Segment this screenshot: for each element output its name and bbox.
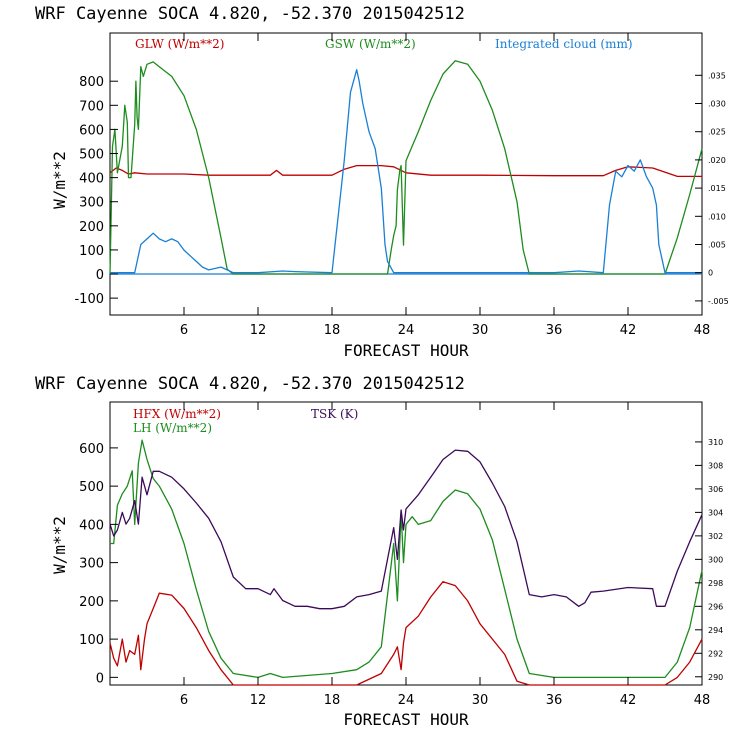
legend-glw: GLW (W/m**2) [135, 37, 224, 51]
x-ticks: 6 12 18 24 30 36 42 48 [180, 33, 710, 338]
series-line-tsk [109, 449, 703, 610]
y2-ticks: -.005 0 .005 .010 .015 .020 .025 .030 .035 [695, 71, 729, 306]
y2-tick-label: 310 [708, 438, 723, 447]
series-line-integrated [110, 69, 702, 274]
series-line-glw [109, 164, 702, 178]
y2-tick-label: .020 [708, 156, 726, 165]
y2-tick-label: 298 [708, 579, 723, 588]
y2-tick-label: 290 [708, 673, 723, 682]
y-tick-label: 500 [79, 148, 104, 163]
x-tick-label: 6 [180, 323, 188, 338]
y-ticks: 0 100 200 300 400 500 600 [79, 442, 118, 686]
series-lines [109, 439, 703, 686]
y-tick-label: 100 [79, 633, 104, 648]
y-tick-label: 300 [79, 196, 104, 211]
x-tick-label: 42 [620, 693, 637, 708]
chart-title: WRF Cayenne SOCA 4.820, -52.370 20150425… [35, 4, 465, 24]
legend-gsw: GSW (W/m**2) [325, 37, 416, 51]
x-tick-label: 36 [546, 693, 563, 708]
y2-ticks: 290 292 294 296 298 300 302 304 306 308 310 [695, 438, 723, 682]
x-tick-label: 12 [250, 693, 267, 708]
y-ticks: -100 0 100 200 300 400 500 600 700 800 [74, 75, 118, 307]
x-tick-label: 24 [398, 693, 415, 708]
y2-tick-label: .030 [708, 100, 726, 109]
radiation-panel: WRF Cayenne SOCA 4.820, -52.370 20150425… [35, 4, 729, 360]
x-ticks: 6 12 18 24 30 36 42 48 [180, 402, 710, 708]
legend-cloud: Integrated cloud (mm) [495, 37, 633, 51]
y2-tick-label: 300 [708, 555, 723, 564]
y-tick-label: 0 [96, 268, 104, 283]
x-tick-label: 18 [324, 693, 341, 708]
y2-tick-label: 306 [708, 485, 723, 494]
x-tick-label: 42 [620, 323, 637, 338]
y2-tick-label: .025 [708, 128, 726, 137]
y2-tick-label: .035 [708, 71, 726, 80]
y2-tick-label: 296 [708, 602, 723, 611]
y2-tick-label: 308 [708, 461, 723, 470]
plot-frame [109, 401, 703, 686]
x-tick-label: 36 [546, 323, 563, 338]
legend-lh: LH (W/m**2) [133, 421, 212, 435]
x-axis-label: FORECAST HOUR [343, 710, 469, 729]
fluxes-panel: WRF Cayenne SOCA 4.820, -52.370 20150425… [35, 374, 723, 729]
x-tick-label: 6 [180, 693, 188, 708]
y2-tick-label: 0 [708, 269, 713, 278]
y2-tick-label: .005 [708, 241, 726, 250]
y-axis-label: W/m**2 [50, 516, 69, 574]
x-tick-label: 30 [472, 693, 489, 708]
series-line-lh [110, 439, 703, 679]
x-tick-label: 48 [694, 693, 711, 708]
legend: HFX (W/m**2) LH (W/m**2) TSK (K) [133, 407, 358, 435]
x-tick-label: 48 [694, 323, 711, 338]
y2-tick-label: .015 [708, 184, 726, 193]
y-tick-label: 600 [79, 442, 104, 457]
y-tick-label: 200 [79, 220, 104, 235]
y2-tick-label: .010 [708, 212, 726, 221]
y2-tick-label: 292 [708, 649, 723, 658]
y2-tick-label: 304 [708, 508, 723, 517]
y-tick-label: 100 [79, 244, 104, 259]
series-lines [109, 60, 703, 275]
y-tick-label: 700 [79, 99, 104, 114]
legend-tsk: TSK (K) [311, 407, 358, 421]
y-tick-label: 800 [79, 75, 104, 90]
x-tick-label: 30 [472, 323, 489, 338]
x-tick-label: 18 [324, 323, 341, 338]
x-axis-label: FORECAST HOUR [343, 341, 469, 360]
y-tick-label: 600 [79, 123, 104, 138]
y2-tick-label: -.005 [708, 297, 729, 306]
chart-title: WRF Cayenne SOCA 4.820, -52.370 20150425… [35, 374, 465, 394]
y-tick-label: 300 [79, 557, 104, 572]
y2-tick-label: 294 [708, 626, 723, 635]
legend: GLW (W/m**2) GSW (W/m**2) Integrated clo… [135, 37, 633, 51]
y-tick-label: 200 [79, 595, 104, 610]
y-tick-label: -100 [74, 292, 104, 307]
y-tick-label: 400 [79, 518, 104, 533]
y-tick-label: 400 [79, 172, 104, 187]
x-tick-label: 12 [250, 323, 267, 338]
y-axis-label: W/m**2 [50, 151, 69, 209]
y-tick-label: 0 [96, 671, 104, 686]
y2-tick-label: 302 [708, 532, 723, 541]
x-tick-label: 24 [398, 323, 415, 338]
legend-hfx: HFX (W/m**2) [133, 407, 221, 421]
series-line-hfx [109, 581, 703, 686]
series-line-gsw [109, 60, 703, 275]
y-tick-label: 500 [79, 480, 104, 495]
